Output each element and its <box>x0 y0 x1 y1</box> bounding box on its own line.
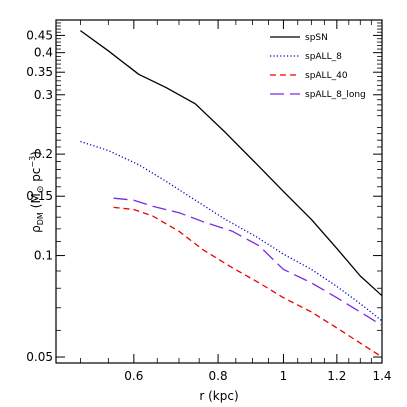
x-tick-label: 1.4 <box>372 369 391 383</box>
series-line-spall-40 <box>113 206 383 358</box>
series-lines <box>80 30 383 358</box>
y-tick-label: 0.2 <box>34 147 53 161</box>
y-axis-label-unit-open: (M <box>29 193 43 208</box>
y-tick-label: 0.3 <box>34 88 53 102</box>
y-axis-label-sun-symbol: ⊙ <box>36 186 46 194</box>
y-tick-label: 0.45 <box>26 28 53 42</box>
y-axis-label: ρDM (M⊙ pc−3) <box>28 151 46 233</box>
x-tick-label: 0.6 <box>124 369 143 383</box>
legend-label: spALL_8 <box>305 52 342 62</box>
y-tick-label: 0.15 <box>26 189 53 203</box>
legend: spSN spALL_8 spALL_40 spALL_8_long <box>270 33 366 100</box>
plot-frame <box>55 19 383 364</box>
x-tick-label: 1.2 <box>327 369 346 383</box>
y-tick-label: 0.05 <box>26 350 53 364</box>
legend-label: spSN <box>305 33 328 43</box>
legend-label: spALL_40 <box>305 71 348 81</box>
y-tick-label: 0.4 <box>34 46 53 60</box>
series-line-spsn <box>80 30 383 297</box>
series-line-spall-8-long <box>113 197 383 327</box>
y-axis-label-unit-close: ) <box>29 151 43 156</box>
x-axis-ticks: 0.6 0.8 1 1.2 1.4 <box>80 20 392 383</box>
y-tick-label: 0.1 <box>34 249 53 263</box>
y-axis-label-rho: ρ <box>29 225 43 233</box>
y-axis-label-subscript: DM <box>36 212 45 225</box>
y-axis-label-unit: pc <box>29 168 43 186</box>
x-tick-label: 0.8 <box>209 369 228 383</box>
x-tick-label: 1 <box>280 369 288 383</box>
y-axis-ticks: 0.05 0.1 0.15 0.2 0.3 0.35 0.4 0.45 <box>26 22 382 364</box>
x-axis-label: r (kpc) <box>199 389 238 403</box>
series-line-spall-8 <box>80 140 383 322</box>
legend-label: spALL_8_long <box>305 90 366 100</box>
y-axis-label-exponent: −3 <box>28 156 37 168</box>
y-tick-label: 0.35 <box>26 65 53 79</box>
